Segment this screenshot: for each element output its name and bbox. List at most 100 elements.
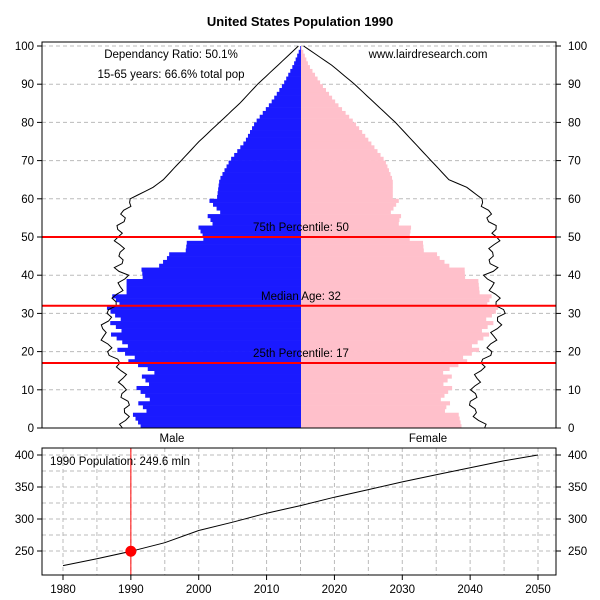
female-bar (301, 76, 318, 81)
y-tick-label-left: 250 (15, 546, 34, 558)
male-bar (203, 237, 301, 242)
y-tick-label-left: 20 (21, 347, 34, 359)
male-bar (135, 416, 301, 421)
female-bar (301, 156, 384, 161)
current-year-point (125, 545, 137, 557)
male-bar (256, 118, 301, 123)
female-bar (301, 237, 410, 242)
female-bar (301, 301, 488, 307)
y-tick-label-left: 400 (15, 450, 34, 462)
male-bar (200, 229, 301, 234)
female-bar (301, 355, 464, 360)
male-bar (126, 279, 301, 284)
male-bar (213, 202, 301, 207)
female-bar (301, 286, 480, 291)
y-tick-label-right: 300 (568, 514, 587, 526)
female-bar (301, 84, 323, 89)
male-bar (276, 91, 301, 96)
female-bar (301, 397, 441, 402)
y-tick-label-right: 10 (568, 385, 581, 397)
line-series (62, 448, 539, 575)
female-bar (301, 370, 444, 375)
line-frame (41, 447, 557, 576)
male-bar (142, 275, 301, 280)
male-bar (218, 183, 301, 188)
male-bar (140, 424, 301, 429)
reference-lines: 75th Percentile: 50 Median Age: 32 25th Pe… (42, 222, 556, 365)
female-bar (301, 149, 378, 154)
female-bar (301, 275, 466, 280)
male-bar (202, 233, 301, 238)
male-bar (217, 194, 301, 200)
male-bar (284, 80, 301, 85)
male-bar (220, 210, 301, 215)
female-bar (301, 389, 449, 394)
female-bar (301, 107, 343, 112)
male-bar (138, 420, 301, 425)
female-bar (301, 248, 424, 253)
male-bar (226, 164, 301, 169)
y-tick-label-right: 70 (568, 156, 581, 168)
male-bar (127, 343, 301, 349)
female-bar (301, 317, 487, 322)
female-bar (301, 401, 451, 406)
female-bar (301, 343, 472, 349)
male-bar (147, 366, 301, 371)
female-bar (301, 359, 468, 364)
female-bar (301, 130, 363, 135)
female-bar (301, 57, 307, 62)
male-bar (121, 328, 301, 333)
male-bar (115, 298, 302, 303)
male-bar (110, 309, 301, 314)
y-tick-label-left: 90 (21, 79, 34, 91)
y-tick-label-right: 90 (568, 79, 581, 91)
female-bar (301, 191, 393, 196)
male-bar (166, 256, 301, 261)
male-bar (126, 290, 301, 295)
y-tick-label-left: 40 (21, 270, 34, 282)
female-bar (301, 133, 366, 138)
dependancy-ratio-label: Dependancy Ratio: 50.1% (104, 49, 238, 61)
female-bar (301, 160, 386, 165)
female-bar (301, 114, 350, 119)
male-bar (120, 317, 301, 322)
y-tick-label-left: 60 (21, 194, 34, 206)
female-bar (301, 229, 411, 234)
female-bar (301, 263, 450, 268)
reference-label: 75th Percentile: 50 (253, 222, 349, 234)
male-bar (294, 61, 301, 66)
male-bar (136, 385, 301, 391)
male-bar (217, 191, 301, 196)
female-bar (301, 198, 399, 203)
female-bar (301, 65, 310, 70)
male-bar (119, 301, 301, 307)
female-bar (301, 179, 393, 184)
male-bar (149, 397, 301, 402)
male-bar (111, 332, 302, 337)
female-bar (301, 202, 397, 207)
reference-label: Median Age: 32 (261, 291, 341, 303)
male-bar (268, 103, 301, 108)
source-label: www.lairdresearch.com (368, 49, 488, 61)
female-bar (301, 68, 313, 74)
y-tick-label-left: 80 (21, 117, 34, 129)
female-bar (301, 122, 357, 127)
female-bar (301, 99, 336, 104)
female-bar (301, 141, 372, 146)
reference-label: 25th Percentile: 17 (253, 348, 349, 360)
population-line (62, 454, 539, 567)
female-bar (301, 244, 424, 249)
male-bar (159, 263, 301, 268)
male-bar (149, 382, 301, 387)
male-bar (298, 49, 301, 54)
female-bar (301, 332, 490, 337)
female-bar (301, 49, 304, 54)
female-bar (301, 363, 459, 368)
male-bar (141, 374, 301, 379)
female-bar (301, 118, 353, 123)
female-bar (301, 256, 440, 261)
x-tick-label: 2000 (186, 584, 212, 596)
x-tick-label: 2050 (525, 584, 551, 596)
y-tick-label-right: 80 (568, 117, 581, 129)
